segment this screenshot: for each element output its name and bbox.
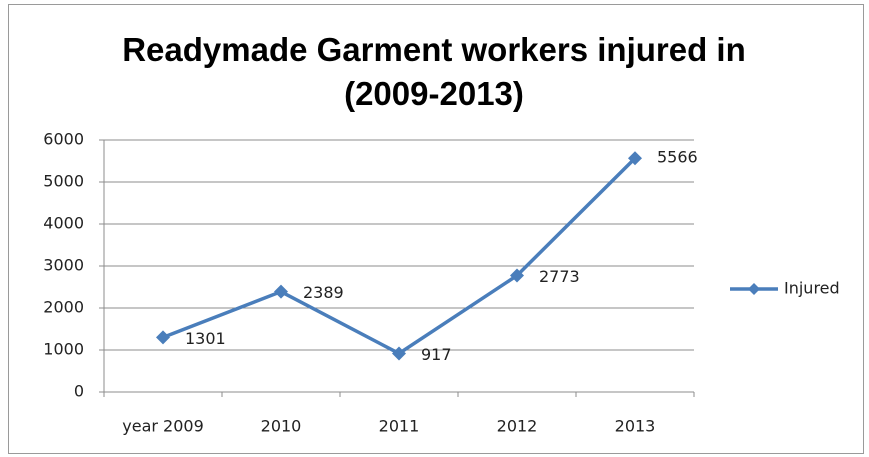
point (156, 330, 170, 345)
x-tick-label: 2012 (497, 417, 538, 436)
y-tick-label: 3000 (43, 256, 84, 275)
chart-title: Readymade Garment workers injured in (20… (122, 31, 746, 112)
x-tick-label: 2011 (379, 417, 420, 436)
data-label: 2773 (539, 267, 580, 286)
data-label: 5566 (657, 148, 698, 167)
point (510, 268, 524, 283)
legend-marker (748, 283, 760, 295)
y-tick-label: 2000 (43, 298, 84, 317)
y-tick-label: 6000 (43, 130, 84, 149)
line (162, 156, 637, 356)
data-label: 917 (421, 345, 452, 364)
data-label: 1301 (185, 329, 226, 348)
data-label: 2389 (303, 283, 344, 302)
point (274, 284, 288, 299)
legend-label: Injured (784, 279, 840, 298)
x-tick-label: 2013 (615, 417, 656, 436)
x-tick-label: year 2009 (122, 417, 204, 436)
y-tick-label: 4000 (43, 214, 84, 233)
point (392, 346, 406, 361)
y-tick-label: 0 (74, 382, 84, 401)
x-tick-label: 2010 (261, 417, 302, 436)
chart-frame (8, 4, 864, 454)
y-tick-label: 5000 (43, 172, 84, 191)
y-tick-label: 1000 (43, 340, 84, 359)
point (628, 151, 642, 166)
